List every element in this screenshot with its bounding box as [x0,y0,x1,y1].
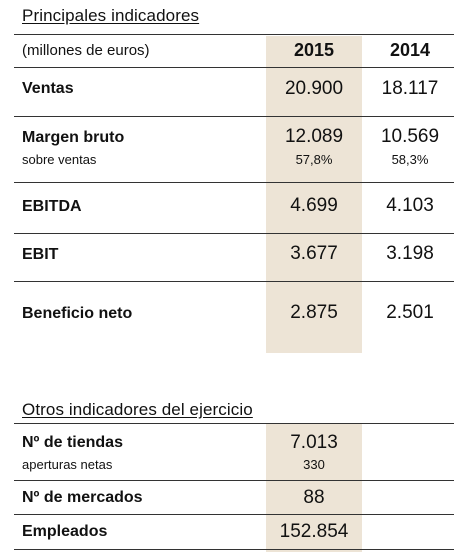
highlight-column-2015 [266,36,362,353]
divider [14,423,454,424]
row-label-empleados: Empleados [22,523,108,540]
value-beneficio-neto-2015: 2.875 [290,302,338,323]
divider [14,182,454,183]
divider [14,116,454,117]
value-mercados: 88 [303,487,325,508]
other-table-title: Otros indicadores del ejercicio [22,400,253,419]
value-aperturas-netas: 330 [303,457,325,472]
value-sobre-ventas-2014: 58,3% [391,152,429,167]
value-tiendas: 7.013 [290,432,338,453]
divider [14,514,454,515]
row-label-ebitda: EBITDA [22,198,82,215]
row-label-tiendas: Nº de tiendas [22,434,123,451]
value-ebit-2015: 3.677 [290,243,338,264]
value-sobre-ventas-2015: 57,8% [295,152,333,167]
divider [14,67,454,68]
unit-label: (millones de euros) [22,42,150,59]
main-table-title: Principales indicadores [22,6,200,25]
row-label-mercados: Nº de mercados [22,489,143,506]
row-label-margen-bruto: Margen bruto [22,129,125,146]
value-margen-bruto-2014: 10.569 [380,126,440,147]
divider [14,233,454,234]
value-ebitda-2015: 4.699 [290,195,338,216]
highlight-column-values [266,424,362,552]
row-sublabel-aperturas-netas: aperturas netas [22,457,113,472]
divider [14,480,454,481]
value-ebitda-2014: 4.103 [386,195,434,216]
divider [14,281,454,282]
year-2015-header: 2015 [293,40,335,60]
value-ventas-2014: 18.117 [381,78,439,99]
row-label-beneficio-neto: Beneficio neto [22,305,133,322]
row-sublabel-sobre-ventas: sobre ventas [22,152,97,167]
divider [14,34,454,35]
value-beneficio-neto-2014: 2.501 [386,302,434,323]
value-empleados: 152.854 [279,521,349,542]
year-2014-header: 2014 [389,40,431,60]
value-ventas-2015: 20.900 [284,78,344,99]
divider [14,549,454,550]
value-ebit-2014: 3.198 [386,243,434,264]
row-label-ebit: EBIT [22,246,59,263]
value-margen-bruto-2015: 12.089 [284,126,344,147]
row-label-ventas: Ventas [22,80,74,97]
